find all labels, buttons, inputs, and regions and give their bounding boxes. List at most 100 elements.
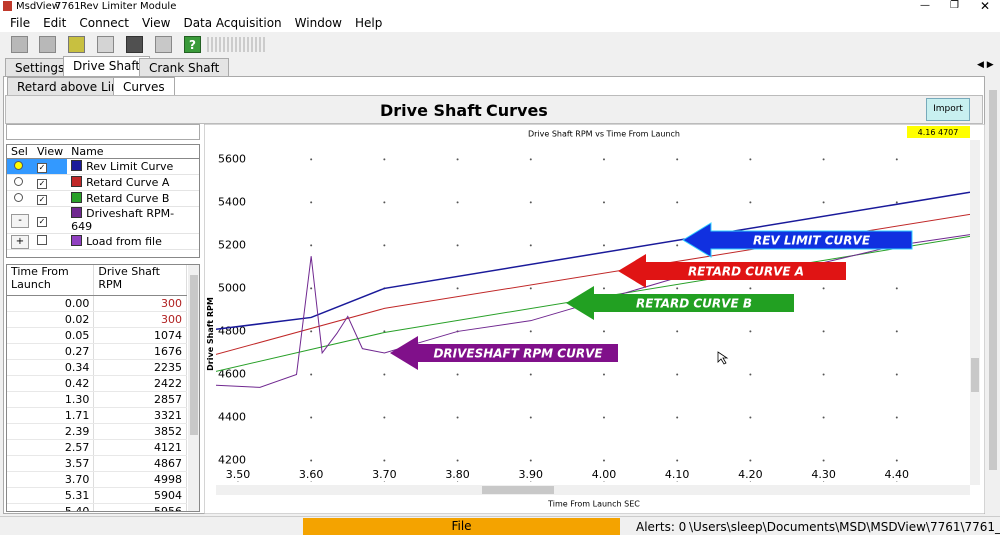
curve-row: ✓ Rev Limit Curve (7, 158, 199, 175)
grid-dot (602, 416, 605, 419)
checkbox[interactable]: ✓ (37, 163, 47, 173)
data-row: 0.34 2235 (7, 359, 187, 376)
h-scrollbar[interactable] (216, 485, 970, 495)
grid-dot (529, 244, 532, 247)
grid-dot (676, 244, 679, 247)
annotation-arrow (566, 286, 794, 320)
grid-dot (749, 158, 752, 161)
curve-swatch (71, 176, 83, 187)
y-tick-label: 4200 (218, 453, 246, 466)
tool-button[interactable] (97, 36, 114, 53)
menu-item[interactable]: Help (354, 16, 383, 30)
time-cell: 5.31 (7, 487, 95, 504)
time-cell: 0.34 (7, 359, 95, 376)
subtab[interactable]: Retard above Limit (7, 77, 141, 100)
data-row: 0.42 2422 (7, 375, 187, 392)
grid-dot (822, 287, 825, 290)
curve-swatch (71, 235, 83, 246)
subtab-active[interactable]: Curves (113, 77, 175, 100)
grid-dot (749, 330, 752, 333)
radio[interactable] (14, 177, 23, 186)
radio[interactable] (14, 193, 23, 202)
tool-button[interactable] (126, 36, 143, 53)
tool-button[interactable] (39, 36, 56, 53)
import-plot-button[interactable]: Import Plot (926, 98, 970, 135)
annotation-text: DRIVESHAFT RPM CURVE (433, 347, 603, 361)
grid-dot (602, 373, 605, 376)
radio[interactable] (14, 161, 23, 170)
time-cell: 1.71 (7, 407, 95, 424)
column-header: Time From Launch (7, 265, 95, 296)
time-cell: 2.57 (7, 439, 95, 456)
scroll-thumb[interactable] (190, 275, 198, 435)
x-tick-label: 3.90 (519, 468, 544, 481)
minimize-button[interactable]: — (920, 0, 930, 11)
column-header: Drive Shaft RPM (93, 265, 187, 296)
grid-dot (602, 330, 605, 333)
close-button[interactable]: ✕ (980, 0, 991, 13)
app-icon (3, 1, 12, 11)
curve-name: Retard Curve A (86, 176, 170, 189)
data-row: 3.70 4998 (7, 471, 187, 488)
rpm-cell: 1676 (93, 343, 187, 360)
x-tick-label: 4.30 (811, 468, 836, 481)
x-tick-label: 4.20 (738, 468, 763, 481)
checkbox[interactable]: ✓ (37, 195, 47, 205)
page-scroll-thumb[interactable] (989, 90, 997, 470)
menu-item[interactable]: Window (294, 16, 342, 30)
header-row: Sel View Name (7, 145, 199, 159)
grid-dot (676, 373, 679, 376)
menu-item[interactable]: Data Acquisition (183, 16, 282, 30)
curve-swatch (71, 207, 83, 218)
grid-dot (310, 287, 313, 290)
checkbox[interactable]: ✓ (37, 179, 47, 189)
restore-button[interactable]: ❐ (950, 0, 959, 11)
time-cell: 0.42 (7, 375, 95, 392)
grid-dot (456, 287, 459, 290)
time-cell: 5.40 (7, 503, 95, 511)
rpm-cell: 4121 (93, 439, 187, 456)
checkbox[interactable] (37, 235, 47, 245)
rpm-cell: 5904 (93, 487, 187, 504)
status-mode: File (303, 518, 620, 535)
input-box[interactable] (6, 124, 200, 140)
tab[interactable]: Settings (5, 58, 75, 81)
grid-dot (602, 158, 605, 161)
page-scrollbar[interactable] (986, 76, 1000, 516)
sel-cell: - (7, 206, 33, 234)
menu-item[interactable]: View (141, 16, 171, 30)
rpm-cell: 1074 (93, 327, 187, 344)
annotation-arrow (390, 336, 618, 370)
tool-button[interactable] (68, 36, 85, 53)
menu-item[interactable]: Edit (43, 16, 67, 30)
name-cell: Rev Limit Curve (67, 158, 199, 175)
tool-button[interactable] (155, 36, 172, 53)
scrollbar[interactable] (188, 265, 199, 511)
app-name: MsdView (16, 1, 60, 12)
y-axis-label: Drive Shaft RPM (206, 297, 215, 371)
rpm-cell: 2235 (93, 359, 187, 376)
time-cell: 0.05 (7, 327, 95, 344)
checkbox[interactable]: ✓ (37, 216, 47, 227)
grid-dot (895, 158, 898, 161)
time-cell: 1.30 (7, 391, 95, 408)
grid-dot (310, 244, 313, 247)
curve-row: + Load from file (7, 233, 199, 250)
sel-button[interactable]: - (11, 213, 29, 228)
v-scroll-thumb[interactable] (971, 358, 979, 392)
v-scrollbar[interactable] (970, 140, 980, 485)
menu-item[interactable]: File (10, 16, 31, 30)
grid-dot (456, 416, 459, 419)
help-button[interactable]: ? (184, 36, 201, 53)
tab[interactable]: Crank Shaft (139, 58, 230, 81)
grid-dot (529, 201, 532, 204)
menu-item[interactable]: Connect (79, 16, 129, 30)
data-row: 2.39 3852 (7, 423, 187, 440)
data-row: 1.71 3321 (7, 407, 187, 424)
h-scroll-thumb[interactable] (482, 486, 554, 494)
window-id: 7761 (55, 1, 81, 12)
menu-bar: File Edit Connect View Data Acquisition Windo… (0, 14, 1000, 32)
sel-button[interactable]: + (11, 235, 29, 249)
tab-scroll[interactable]: ◀ ▶ (977, 60, 994, 70)
tool-button[interactable] (11, 36, 28, 53)
